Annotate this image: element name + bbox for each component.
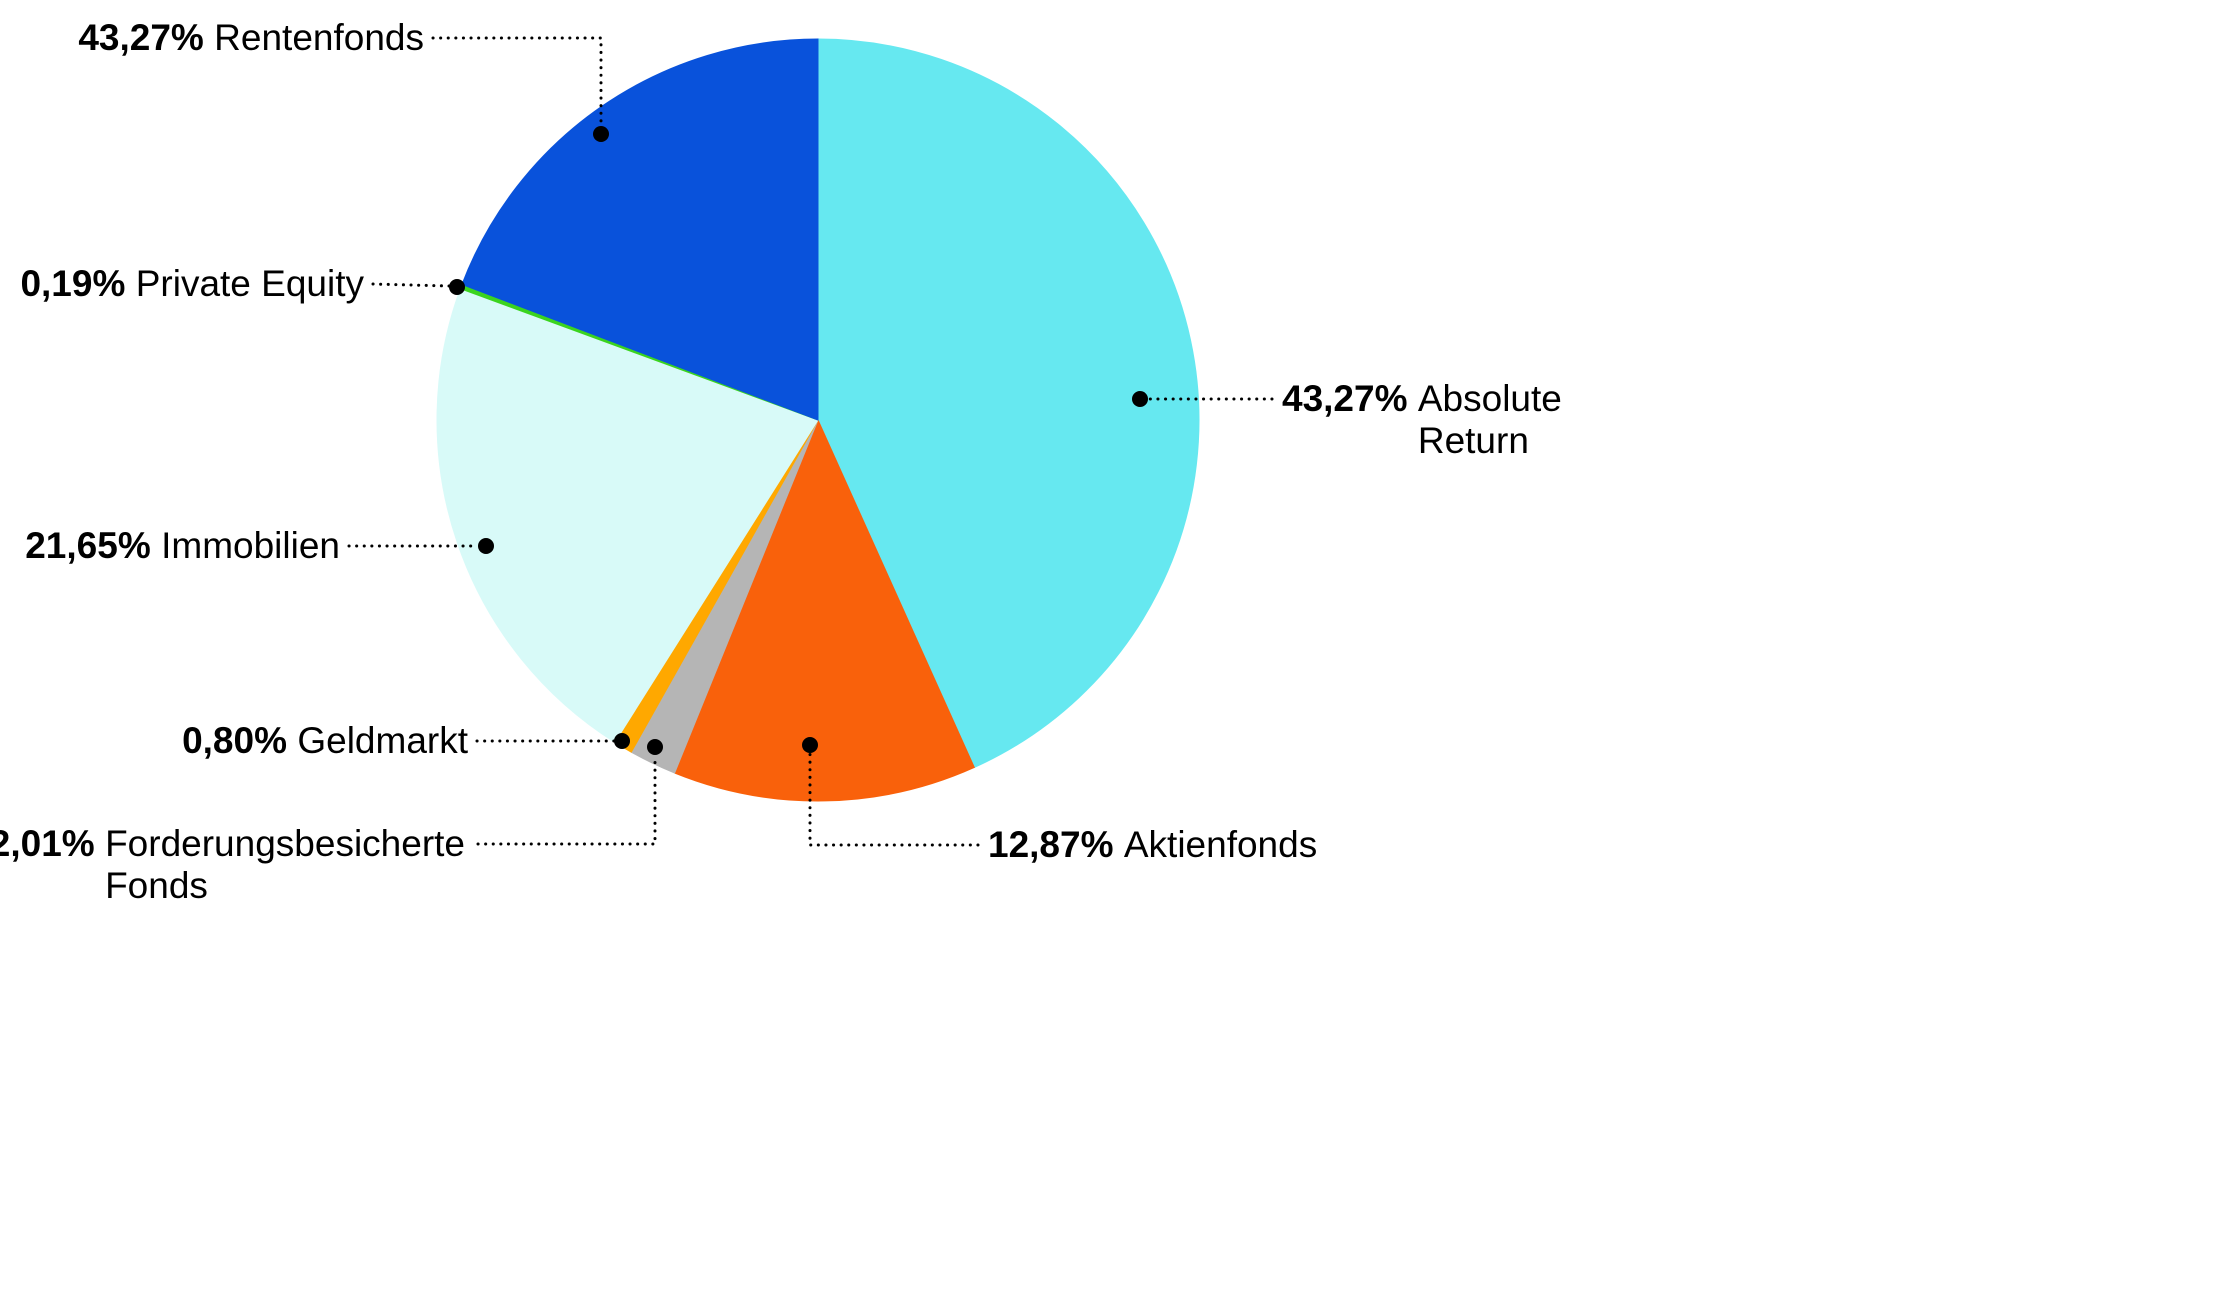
leader-line-aktienfonds: [808, 751, 980, 847]
leader-dot-forderungsbesicherte-fonds: [647, 739, 663, 755]
leader-dot-geldmarkt: [614, 733, 630, 749]
pie-slice-absolute-return: [817, 38, 1200, 769]
pie-slice-aktienfonds: [673, 418, 976, 802]
leader-line-forderungsbesicherte-fonds: [476, 753, 657, 846]
leader-dot-rentenfonds: [593, 126, 609, 142]
leader-dot-immobilien: [478, 538, 494, 554]
leader-dot-absolute-return: [1132, 391, 1148, 407]
leader-dot-private-equity: [449, 279, 465, 295]
pie-slice-immobilien: [436, 288, 819, 744]
leader-dot-aktienfonds: [802, 737, 818, 753]
leader-line-private-equity: [371, 282, 451, 288]
leader-line-rentenfonds: [431, 36, 603, 128]
